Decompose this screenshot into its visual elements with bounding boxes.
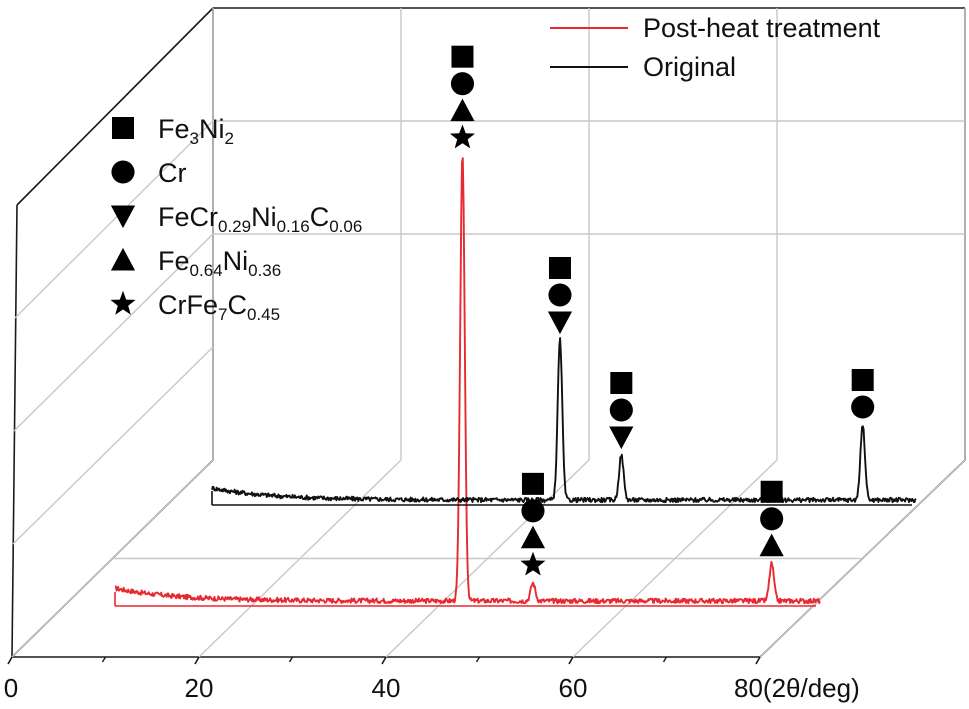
x-axis-label: (2θ/deg): [763, 673, 860, 703]
legend-label-1: Original: [643, 52, 736, 82]
grid-left-wall-1: [13, 233, 214, 432]
peak-5-circle-marker: [851, 395, 875, 419]
grid-left-wall-0: [12, 346, 214, 545]
x-minor-tick-1: [288, 656, 294, 663]
peak-5-square-marker: [851, 369, 874, 391]
peak-3-circle-marker: [548, 283, 572, 307]
series-line-1: [211, 337, 917, 504]
series-line-0: [114, 157, 821, 605]
grid-left-wall-2: [14, 120, 214, 319]
grid-floor-80: [759, 459, 966, 658]
phase-legend-label-3: Fe0.64Ni0.36: [158, 246, 281, 280]
phase-legend-label-2: FeCr0.29Ni0.16C0.06: [158, 202, 362, 236]
x-tick-60: [568, 656, 574, 665]
phase-legend-square-marker: [112, 117, 134, 139]
series-layer: [114, 157, 917, 607]
phase-legend-sub-0-1: 2: [224, 129, 233, 148]
phase-legend-base-4: CrFe: [158, 290, 218, 320]
phase-legend-star-marker: [110, 290, 136, 315]
phase-legend-label-1: Cr: [158, 158, 187, 188]
phase-legend-triangle-up-marker: [110, 247, 136, 271]
phase-legend-sub-3-1: 0.36: [248, 261, 281, 280]
phase-legend-base-3: Fe: [158, 246, 190, 276]
x-tick-0: [7, 656, 13, 665]
frame-left-top: [16, 7, 214, 206]
phase-legend-elem-2-0: Ni: [251, 202, 277, 232]
x-tick-20: [194, 656, 200, 665]
legend-label-0: Post-heat treatment: [643, 13, 881, 43]
peak-annotations: [449, 45, 875, 576]
phase-legend-sub-4-1: 0.45: [247, 305, 280, 324]
x-tick-40: [381, 656, 387, 665]
peak-4-square-marker: [610, 372, 633, 394]
peak-0-triangle-up-marker: [450, 98, 475, 122]
peak-3-triangle-down-marker: [547, 311, 573, 335]
x-tick-label-20: 20: [185, 673, 214, 703]
phase-legend-base-1: Cr: [158, 158, 187, 188]
phase-legend-circle-marker: [111, 160, 135, 184]
x-minor-tick-0: [101, 656, 107, 663]
x-tick-label-60: 60: [559, 673, 588, 703]
peak-0-star-marker: [449, 124, 475, 149]
grid-lines: [11, 8, 966, 658]
peak-4-triangle-down-marker: [609, 426, 634, 450]
phase-legend-elem-4-0: C: [227, 290, 247, 320]
phase-legend-elem-0-0: Ni: [199, 114, 225, 144]
phase-legend-base-0: Fe: [158, 114, 190, 144]
phase-legend-base-2: FeCr: [158, 202, 218, 232]
x-tick-label-40: 40: [372, 673, 401, 703]
phase-legend-sub-3-0: 0.64: [190, 261, 223, 280]
phase-legend-sub-2-0: 0.29: [218, 217, 251, 236]
x-minor-tick-3: [662, 656, 668, 663]
peak-1-star-marker: [520, 551, 546, 576]
peak-3-square-marker: [548, 257, 571, 279]
x-axis: 0 20 40 60 80(2θ/deg): [4, 656, 860, 703]
x-minor-tick-2: [475, 656, 481, 663]
x-tick-80: [755, 656, 761, 665]
peak-4-circle-marker: [609, 398, 633, 422]
peak-0-circle-marker: [450, 72, 475, 96]
phase-legend-sub-0-0: 3: [190, 129, 199, 148]
peak-0-square-marker: [451, 45, 474, 68]
peak-1-triangle-up-marker: [520, 525, 546, 549]
phase-legend-sub-2-1: 0.16: [277, 217, 310, 236]
phase-legend: Fe3Ni2CrFeCr0.29Ni0.16C0.06Fe0.64Ni0.36C…: [110, 114, 362, 324]
peak-2-triangle-up-marker: [759, 533, 784, 557]
phase-legend-elem-2-1: C: [310, 202, 330, 232]
phase-legend-elem-3-0: Ni: [223, 246, 249, 276]
peak-2-circle-marker: [760, 507, 784, 531]
3d-frame: [11, 7, 966, 658]
phase-legend-label-0: Fe3Ni2: [158, 114, 234, 148]
phase-legend-sub-2-2: 0.06: [329, 217, 362, 236]
x-tick-label-80: 80(2θ/deg): [734, 673, 860, 703]
peak-1-square-marker: [521, 472, 544, 495]
x-tick-label-0: 0: [4, 673, 18, 703]
phase-legend-sub-4-0: 7: [218, 305, 227, 324]
peak-1-circle-marker: [521, 499, 545, 523]
series-legend: Post-heat treatment Original: [550, 13, 881, 82]
phase-legend-label-4: CrFe7C0.45: [158, 290, 280, 324]
phase-legend-triangle-down-marker: [110, 205, 136, 229]
peak-2-square-marker: [760, 480, 783, 503]
